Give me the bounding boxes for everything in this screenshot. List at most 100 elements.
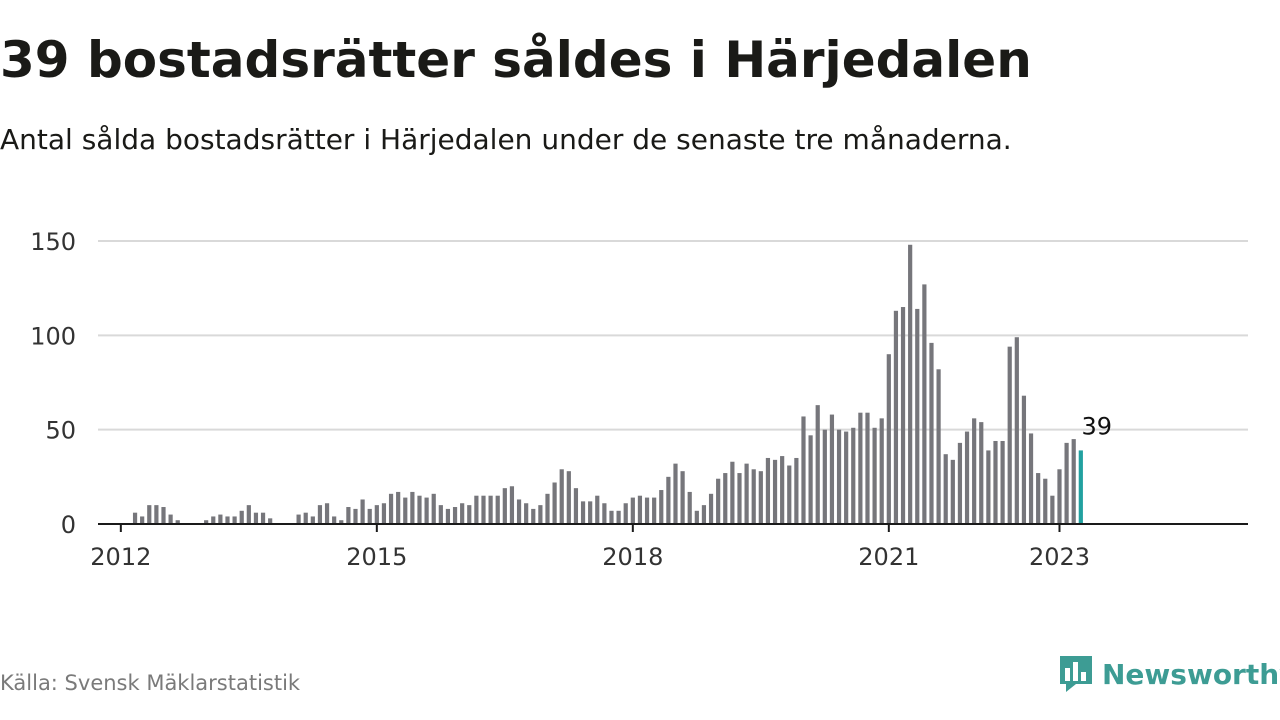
bar [509, 486, 515, 524]
bar [701, 505, 707, 524]
bar [915, 308, 920, 524]
bar [531, 508, 536, 524]
bar [317, 505, 323, 524]
bar [737, 473, 742, 524]
bar [744, 463, 749, 524]
bar [353, 508, 358, 524]
bar [1064, 442, 1069, 524]
bar [175, 520, 180, 524]
bar [367, 508, 372, 524]
y-tick-label: 150 [30, 228, 76, 256]
bar [716, 478, 721, 524]
bar [381, 503, 387, 524]
chart-title: 39 bostadsrätter såldes i Härjedalen [0, 31, 1032, 89]
bar [552, 482, 557, 524]
bar [452, 507, 458, 524]
bar [417, 495, 422, 524]
bar [524, 503, 529, 524]
bar [680, 471, 685, 524]
bar [260, 512, 266, 524]
bar [723, 473, 728, 524]
bar [218, 514, 223, 524]
bar [332, 516, 337, 524]
bar [147, 505, 152, 524]
bar [431, 493, 436, 524]
x-tick-label: 2018 [602, 543, 663, 571]
bar [374, 505, 379, 524]
bar [1050, 495, 1055, 524]
bar [438, 505, 443, 524]
bar [1036, 473, 1041, 524]
bar [573, 488, 579, 524]
bar [566, 471, 571, 524]
bar [844, 431, 849, 524]
bar [872, 427, 877, 524]
bar [132, 512, 138, 524]
bar [865, 412, 870, 524]
bar [972, 418, 977, 524]
bar [787, 465, 792, 524]
bar [1057, 469, 1062, 524]
x-tick-label: 2015 [346, 543, 407, 571]
bar [388, 493, 394, 524]
bar [588, 501, 593, 524]
bar [765, 457, 771, 524]
bar [616, 510, 621, 524]
bar [346, 507, 351, 524]
bar [474, 495, 479, 524]
bar [979, 422, 984, 524]
bar [929, 342, 934, 524]
bar [886, 354, 891, 524]
x-axis-ticks: 2012 2015 2018 2021 2023 [90, 524, 1090, 571]
bar [296, 514, 301, 524]
bar [1028, 433, 1034, 524]
bar [246, 505, 251, 524]
bar [758, 471, 763, 524]
bar [858, 412, 863, 524]
bar [822, 429, 827, 524]
bar [993, 440, 998, 524]
bar [154, 505, 159, 524]
bar [829, 414, 835, 524]
source-note: Källa: Svensk Mäklarstatistik [0, 671, 301, 695]
bar [424, 497, 429, 524]
bar [957, 442, 963, 524]
bar [161, 507, 166, 524]
bar [396, 491, 401, 524]
bar [445, 508, 451, 524]
highlight-data-label: 39 [1082, 412, 1113, 440]
bar [730, 461, 735, 524]
bar [239, 510, 244, 524]
bar [481, 495, 486, 524]
bar [801, 416, 806, 524]
bar [922, 284, 927, 524]
bar [851, 427, 856, 524]
bar [694, 510, 699, 524]
newsworthy-logo-icon [1060, 656, 1092, 692]
bar [495, 495, 500, 524]
x-tick-label: 2021 [858, 543, 919, 571]
bar [808, 435, 813, 524]
bar [310, 516, 315, 524]
bar [1000, 440, 1005, 524]
bar [623, 503, 628, 524]
bar [1007, 346, 1012, 524]
bar [708, 493, 714, 524]
bar [794, 457, 799, 524]
bar [467, 505, 472, 524]
bar [253, 512, 259, 524]
bar [488, 495, 493, 524]
bar [545, 493, 550, 524]
bar [652, 497, 657, 524]
bar [268, 518, 273, 524]
bar [964, 431, 970, 524]
bar [211, 516, 216, 524]
bar [986, 450, 991, 524]
x-tick-label: 2012 [90, 543, 151, 571]
bar [538, 505, 543, 524]
bar [339, 520, 344, 524]
bar [936, 369, 941, 524]
bar [140, 516, 145, 524]
bar [303, 512, 308, 524]
y-tick-label: 100 [30, 322, 76, 350]
